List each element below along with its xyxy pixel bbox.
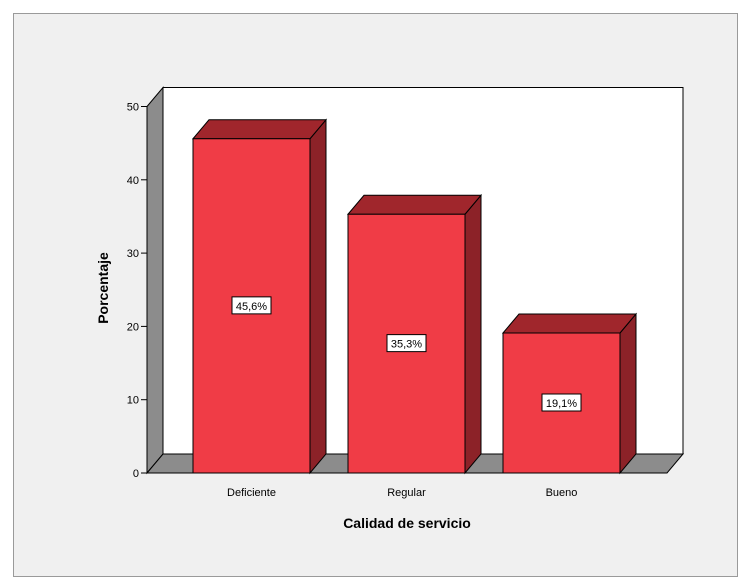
data-label: 45,6% bbox=[236, 301, 267, 313]
data-label: 19,1% bbox=[546, 398, 577, 410]
x-tick-label: Regular bbox=[387, 487, 426, 499]
bar-side bbox=[619, 312, 637, 475]
y-axis: 0 10 20 30 40 50 bbox=[127, 102, 147, 480]
y-tick-label: 20 bbox=[127, 321, 139, 333]
bar-top bbox=[501, 313, 638, 334]
bar: 19,1% bbox=[501, 312, 638, 475]
left-wall bbox=[146, 86, 164, 475]
x-tick-label: Deficiente bbox=[227, 487, 276, 499]
data-label-box bbox=[231, 296, 272, 315]
x-tick-label: Bueno bbox=[546, 487, 578, 499]
x-axis: Deficiente Regular Bueno bbox=[227, 487, 577, 499]
bar: 35,3% bbox=[346, 193, 483, 475]
data-label-box bbox=[541, 393, 582, 412]
data-label: 35,3% bbox=[391, 339, 422, 351]
bars: 45,6% 35,3% 19,1% bbox=[191, 118, 638, 475]
y-tick-label: 10 bbox=[127, 395, 139, 407]
y-tick-label: 0 bbox=[133, 468, 139, 480]
y-tick-label: 50 bbox=[127, 102, 139, 114]
x-axis-title: Calidad de servicio bbox=[343, 515, 471, 531]
bar-top bbox=[191, 119, 328, 140]
data-label-box bbox=[386, 334, 427, 353]
y-tick-label: 40 bbox=[127, 175, 139, 187]
bar-side bbox=[309, 118, 327, 475]
bar-side bbox=[464, 193, 482, 475]
y-tick-label: 30 bbox=[127, 248, 139, 260]
bar-top bbox=[346, 194, 483, 215]
y-axis-title: Porcentaje bbox=[95, 252, 111, 324]
bar: 45,6% bbox=[191, 118, 328, 475]
